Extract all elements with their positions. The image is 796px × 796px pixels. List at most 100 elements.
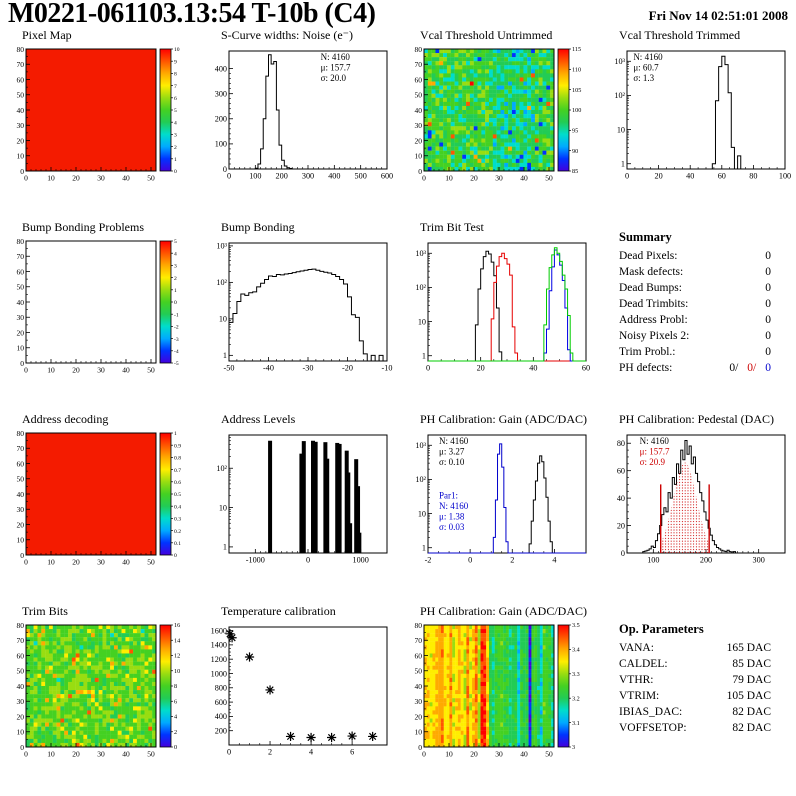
op-row: IBIAS_DAC: 82 DAC: [619, 706, 771, 720]
svg-text:0: 0: [20, 551, 24, 560]
op-value: 79 DAC: [732, 674, 771, 686]
svg-text:100: 100: [215, 140, 227, 149]
svg-text:μ: 1.38: μ: 1.38: [439, 511, 465, 521]
svg-text:0: 0: [227, 172, 231, 181]
svg-text:3.1: 3.1: [572, 720, 580, 727]
page-title: M0221-061103.13:54 T-10b (C4): [8, 0, 376, 29]
address-levels-title: Address Levels: [221, 412, 296, 426]
svg-text:0: 0: [468, 556, 472, 565]
svg-text:40: 40: [617, 494, 625, 503]
summary-label: PH defects:: [619, 362, 673, 374]
svg-text:400: 400: [215, 64, 227, 73]
svg-text:60: 60: [415, 75, 423, 84]
svg-text:50: 50: [147, 750, 155, 759]
svg-text:400: 400: [215, 712, 227, 721]
svg-text:100: 100: [647, 556, 659, 565]
pixel-map-title: Pixel Map: [22, 28, 72, 42]
svg-text:30: 30: [97, 558, 105, 567]
panel-bump-problems: Bump Bonding Problems 0 10 20 30 40 50 0 10 20 30…: [0, 220, 199, 412]
summary-value: 0: [765, 282, 771, 294]
address-decoding-chart: 0 10 20 30 40 50 0 10 20 30 40 50 60 70 80 1 0.9 0.8 0.7 0.…: [17, 429, 182, 567]
trim-bit-test-title: Trim Bit Test: [420, 220, 484, 234]
svg-text:σ: 20.0: σ: 20.0: [321, 73, 347, 83]
svg-text:50: 50: [545, 750, 553, 759]
svg-text:40: 40: [17, 106, 25, 115]
svg-text:10³: 10³: [415, 441, 426, 450]
svg-text:-20: -20: [342, 364, 353, 373]
svg-text:20: 20: [72, 174, 80, 183]
svg-text:40: 40: [17, 490, 25, 499]
svg-text:10: 10: [47, 558, 55, 567]
svg-text:3: 3: [572, 744, 575, 751]
svg-text:60: 60: [17, 459, 25, 468]
svg-text:3: 3: [174, 133, 177, 139]
panel-ph-gain-map: PH Calibration: Gain (ADC/DAC) 0 10 20 30 40…: [398, 604, 597, 796]
ph-defects-red: 0/: [747, 362, 757, 374]
svg-text:10²: 10²: [415, 283, 426, 292]
svg-text:30: 30: [17, 121, 25, 130]
svg-text:0: 0: [24, 366, 28, 375]
panel-ph-gain-hist: PH Calibration: Gain (ADC/DAC) -2 0 2 4 1 10 1…: [398, 412, 597, 604]
svg-text:95: 95: [572, 128, 578, 135]
op-value: 165 DAC: [726, 642, 771, 654]
svg-text:1600: 1600: [211, 626, 227, 635]
svg-text:0: 0: [20, 743, 24, 752]
op-value: 82 DAC: [732, 722, 771, 734]
panel-address-decoding: Address decoding 0 10 20 30 40 50 0 10 20 30 40 50 6…: [0, 412, 199, 604]
svg-text:7: 7: [174, 84, 177, 90]
svg-text:1: 1: [223, 543, 227, 552]
svg-text:0.6: 0.6: [174, 480, 181, 486]
svg-text:4: 4: [174, 714, 177, 721]
svg-text:-10: -10: [382, 364, 393, 373]
bump-problems-title: Bump Bonding Problems: [22, 220, 145, 234]
svg-text:10: 10: [415, 728, 423, 737]
svg-text:N: 4160: N: 4160: [640, 436, 670, 446]
svg-text:300: 300: [302, 172, 314, 181]
panel-vcal-untrimmed: Vcal Threshold Untrimmed 0 10 20 30 40 50 0 10 2…: [398, 28, 597, 220]
svg-text:0.2: 0.2: [174, 529, 181, 535]
scurve-noise-chart: 0 100 200 300 400 500 600 0 100 200 300 400 N: 4160μ…: [215, 50, 393, 181]
svg-text:6: 6: [174, 698, 177, 705]
svg-text:80: 80: [415, 621, 423, 630]
vcal-trimmed-title: Vcal Threshold Trimmed: [619, 28, 741, 42]
svg-text:4: 4: [174, 120, 177, 126]
svg-text:20: 20: [17, 136, 25, 145]
svg-text:1000: 1000: [352, 556, 368, 565]
svg-text:10: 10: [445, 174, 453, 183]
svg-text:60: 60: [582, 364, 590, 373]
svg-text:0: 0: [24, 558, 28, 567]
svg-text:σ: 1.3: σ: 1.3: [633, 73, 654, 83]
svg-text:10: 10: [47, 750, 55, 759]
trim-bits-title: Trim Bits: [22, 604, 68, 618]
svg-text:50: 50: [147, 174, 155, 183]
svg-text:20: 20: [72, 558, 80, 567]
svg-text:10: 10: [47, 174, 55, 183]
svg-text:30: 30: [17, 505, 25, 514]
ph-defects-values: 0/ 0/ 0: [729, 362, 771, 376]
summary-value: 0: [765, 346, 771, 358]
svg-text:20: 20: [470, 174, 478, 183]
svg-text:40: 40: [520, 174, 528, 183]
svg-text:-2: -2: [425, 556, 432, 565]
svg-text:8: 8: [174, 72, 177, 78]
svg-text:2: 2: [268, 748, 272, 757]
svg-text:10: 10: [17, 152, 25, 161]
panel-address-levels: Address Levels -1000 0 1000 1 10 10²: [199, 412, 398, 604]
svg-text:20: 20: [415, 136, 423, 145]
svg-text:0: 0: [24, 174, 28, 183]
svg-text:10: 10: [418, 509, 426, 518]
svg-text:10: 10: [174, 668, 180, 675]
svg-text:8: 8: [174, 683, 177, 690]
svg-text:9: 9: [174, 59, 177, 65]
svg-text:0: 0: [174, 744, 177, 751]
svg-text:10³: 10³: [614, 57, 625, 66]
svg-text:0: 0: [174, 553, 177, 559]
svg-text:80: 80: [17, 237, 25, 246]
svg-text:10: 10: [219, 315, 227, 324]
svg-text:50: 50: [17, 91, 25, 100]
summary-value: 0: [765, 250, 771, 262]
svg-text:3: 3: [174, 264, 177, 270]
svg-text:0: 0: [24, 750, 28, 759]
